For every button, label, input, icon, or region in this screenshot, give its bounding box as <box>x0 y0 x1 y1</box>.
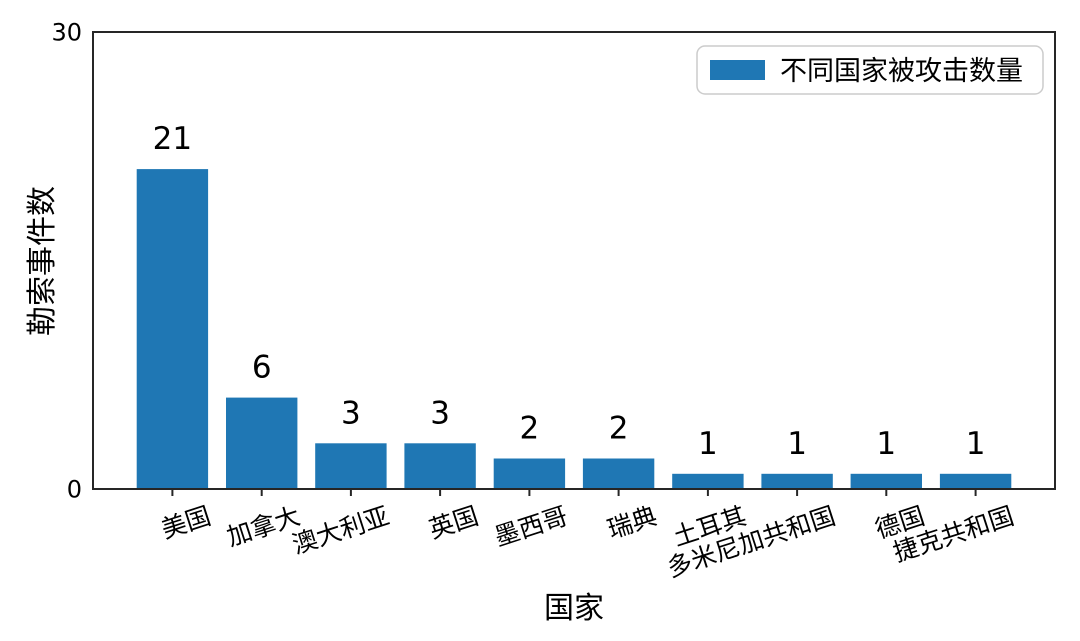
legend-swatch <box>710 60 765 80</box>
legend-box <box>696 45 1044 95</box>
y-tick-label: 30 <box>51 19 82 47</box>
bar <box>850 473 922 489</box>
bar <box>672 473 744 489</box>
y-tick-label: 0 <box>67 476 82 504</box>
bar-value-label: 1 <box>876 426 896 462</box>
x-tick-label: 墨西哥 <box>491 501 571 552</box>
bar-value-label: 3 <box>341 395 361 431</box>
legend: 不同国家被攻击数量 <box>696 45 1044 95</box>
y-axis-title: 勒索事件数 <box>25 186 60 336</box>
bar <box>315 443 387 489</box>
bar <box>226 397 298 489</box>
bar-value-label: 3 <box>430 395 450 431</box>
bar-value-label: 1 <box>698 426 718 462</box>
bars-layer <box>136 169 1012 489</box>
bar <box>404 443 476 489</box>
bar <box>493 458 566 489</box>
bar-value-label: 6 <box>252 350 272 386</box>
x-tick-label: 美国 <box>158 501 215 544</box>
bar <box>136 169 209 489</box>
x-axis-title: 国家 <box>544 591 604 626</box>
bar-value-label: 2 <box>520 411 540 447</box>
x-tick-label: 澳大利亚 <box>289 501 393 559</box>
bar-value-label: 1 <box>966 426 986 462</box>
bar-value-label: 1 <box>787 426 807 462</box>
bar-value-label: 2 <box>609 411 629 447</box>
bar-value-label: 21 <box>153 121 192 157</box>
ticks-layer <box>171 489 977 496</box>
bar <box>761 473 833 489</box>
x-tick-label: 瑞典 <box>604 501 661 544</box>
bar <box>582 458 655 489</box>
x-tick-label: 英国 <box>425 501 482 544</box>
bar <box>939 473 1012 489</box>
plot-frame <box>92 31 1056 490</box>
legend-label: 不同国家被攻击数量 <box>780 56 1023 87</box>
x-tick-label: 加拿大 <box>223 501 303 552</box>
